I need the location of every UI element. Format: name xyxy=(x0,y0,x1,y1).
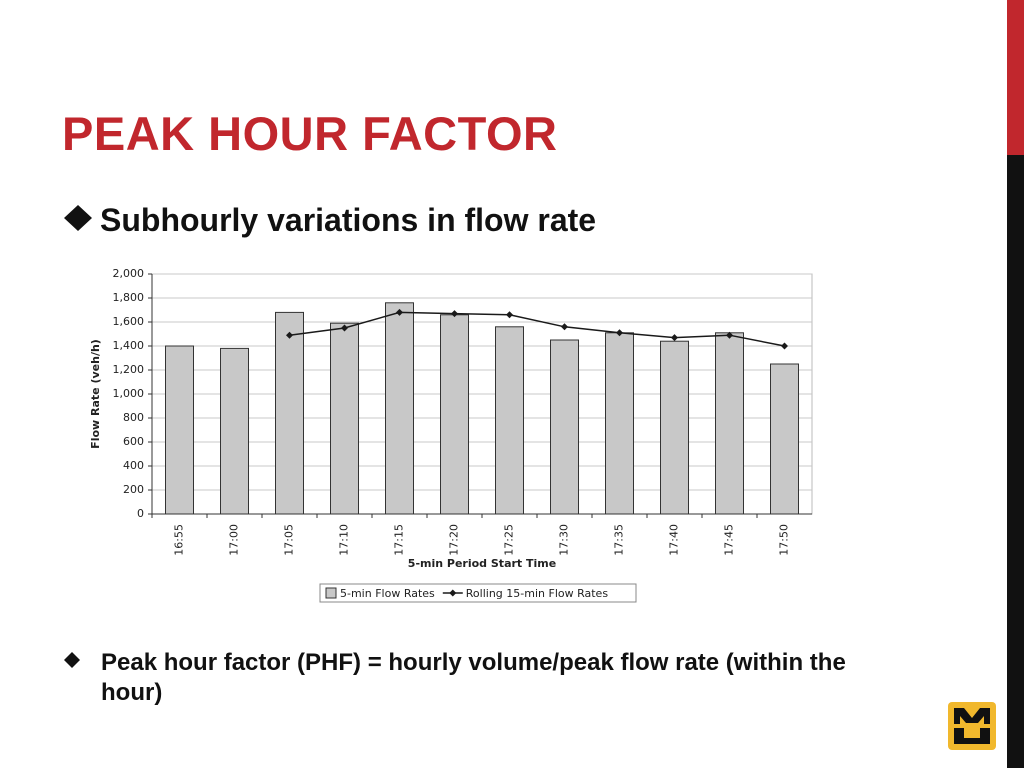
point xyxy=(671,334,678,342)
point xyxy=(396,308,403,316)
bar xyxy=(330,322,359,515)
y-tick-label: 1,800 xyxy=(113,291,145,304)
x-tick-label: 17:15 xyxy=(393,524,406,556)
x-tick-label: 16:55 xyxy=(173,524,186,556)
bar xyxy=(165,345,194,515)
accent-black xyxy=(1007,155,1024,768)
x-tick-label: 17:05 xyxy=(283,524,296,556)
bar xyxy=(715,332,744,515)
x-tick-label: 17:25 xyxy=(503,524,516,556)
x-tick-label: 17:20 xyxy=(448,524,461,556)
legend-box xyxy=(319,583,637,603)
y-tick-label: 0 xyxy=(137,507,144,520)
point xyxy=(781,342,788,350)
logo xyxy=(948,702,996,750)
bar xyxy=(275,311,304,515)
x-tick-label: 17:35 xyxy=(613,524,626,556)
legend-label: Rolling 15-min Flow Rates xyxy=(466,587,609,600)
x-tick-label: 17:30 xyxy=(558,524,571,556)
x-tick-label: 17:10 xyxy=(338,524,351,556)
x-tick-label: 17:00 xyxy=(228,524,241,556)
y-tick-label: 400 xyxy=(123,459,144,472)
bar xyxy=(220,347,249,515)
x-tick-label: 17:40 xyxy=(668,524,681,556)
point xyxy=(451,310,458,318)
bar xyxy=(660,340,689,515)
legend-label: 5-min Flow Rates xyxy=(340,587,435,600)
bar xyxy=(770,363,799,515)
bar xyxy=(495,326,524,515)
y-axis-title: Flow Rate (veh/h) xyxy=(89,339,102,449)
bullet xyxy=(64,652,80,668)
bullet xyxy=(64,205,92,231)
point xyxy=(726,331,733,339)
y-tick-label: 200 xyxy=(123,483,144,496)
legend-swatch xyxy=(449,589,457,597)
bullet-text: Peak hour factor (PHF) = hourly volume/p… xyxy=(101,649,846,706)
x-tick-label: 17:50 xyxy=(778,524,791,556)
accent-red xyxy=(1007,0,1024,155)
y-tick-label: 1,000 xyxy=(113,387,145,400)
bar xyxy=(550,339,579,515)
bar xyxy=(440,314,469,515)
y-tick-label: 2,000 xyxy=(113,267,145,280)
bar xyxy=(605,332,634,515)
y-tick-label: 600 xyxy=(123,435,144,448)
y-tick-label: 800 xyxy=(123,411,144,424)
point xyxy=(616,329,623,337)
y-tick-label: 1,200 xyxy=(113,363,145,376)
y-tick-label: 1,400 xyxy=(113,339,145,352)
bullet-text: Subhourly variations in flow rate xyxy=(100,202,597,238)
x-tick-label: 17:45 xyxy=(723,524,736,556)
point xyxy=(341,324,348,332)
y-tick-label: 1,600 xyxy=(113,315,145,328)
bar xyxy=(385,302,414,515)
point xyxy=(286,331,293,339)
x-axis-title: 5-min Period Start Time xyxy=(408,557,556,570)
line xyxy=(289,311,785,347)
point xyxy=(561,323,568,331)
legend-swatch xyxy=(325,587,337,599)
slide-title: PEAK HOUR FACTOR xyxy=(62,107,558,160)
point xyxy=(506,311,513,319)
